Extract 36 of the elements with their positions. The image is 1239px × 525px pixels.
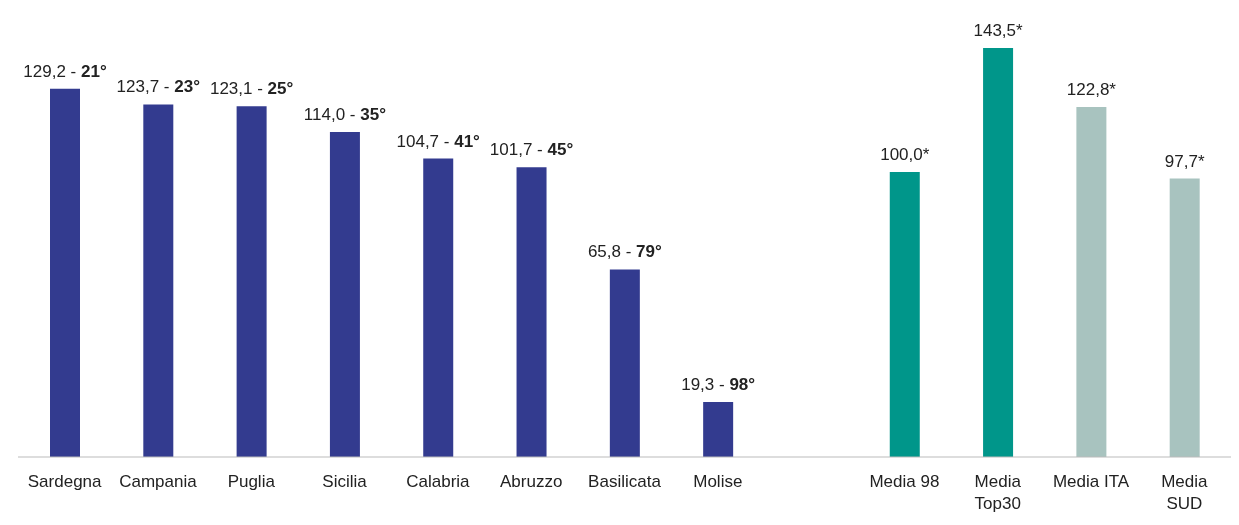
bar — [1076, 107, 1107, 457]
x-tick-label: Puglia — [227, 472, 276, 491]
data-label: 123,1 - 25° — [209, 79, 294, 99]
x-tick-label: Media ITA — [1052, 472, 1130, 491]
bar — [1169, 178, 1200, 457]
data-label: 143,5* — [973, 21, 1024, 40]
data-label: 104,7 - 41° — [396, 131, 481, 151]
data-label: 123,7 - 23° — [116, 77, 201, 97]
x-tick-label: Basilicata — [588, 472, 662, 491]
bar — [329, 132, 360, 457]
x-tick-label: Campania — [119, 472, 198, 491]
data-label: 97,7* — [1164, 151, 1205, 171]
bar — [703, 401, 734, 457]
data-label: 65,8 - 79° — [587, 242, 662, 262]
bar — [423, 158, 454, 457]
x-tick-label: Sardegna — [27, 472, 103, 491]
bar — [516, 167, 547, 457]
data-label: 19,3 - 98° — [681, 374, 756, 394]
bar — [143, 104, 174, 457]
bar — [609, 269, 640, 457]
bar — [983, 48, 1014, 457]
x-tick-label: Media SUD — [1161, 472, 1209, 513]
x-tick-label: Molise — [693, 472, 743, 491]
bar — [889, 171, 920, 457]
bar — [50, 88, 80, 457]
x-tick-label: Media 98 — [869, 472, 940, 491]
data-label: 100,0* — [880, 144, 930, 164]
x-tick-label: Calabria — [406, 472, 471, 491]
x-tick-label: Media Top30 — [974, 472, 1022, 513]
x-tick-label: Abruzzo — [500, 472, 563, 491]
bar — [236, 106, 267, 457]
data-label: 101,7 - 45° — [489, 140, 574, 160]
data-label: 129,2 - 21° — [23, 61, 107, 81]
x-tick-label: Sicilia — [322, 472, 368, 491]
data-label: 122,8* — [1066, 80, 1117, 99]
data-label: 114,0 - 35° — [303, 105, 387, 125]
